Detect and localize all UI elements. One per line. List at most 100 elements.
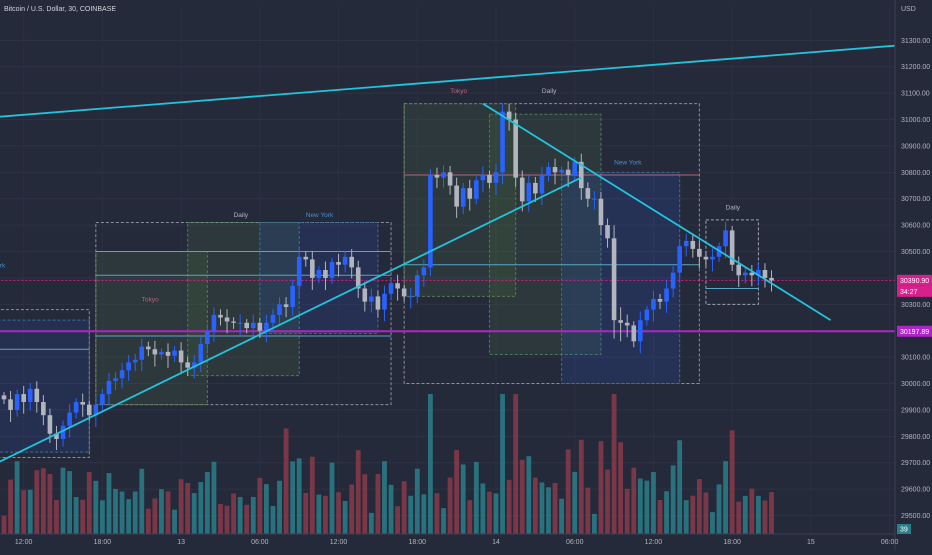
session-box bbox=[488, 113, 602, 355]
session-label: Daily bbox=[234, 212, 249, 219]
volume-bar bbox=[382, 461, 387, 534]
time-tick-label: 06:00 bbox=[251, 539, 269, 546]
candle-body bbox=[80, 402, 86, 405]
volume-bar bbox=[723, 461, 728, 534]
volume-bar bbox=[355, 450, 361, 534]
volume-bar bbox=[224, 505, 230, 534]
volume-bar bbox=[401, 481, 407, 534]
candle-body bbox=[690, 240, 696, 249]
candle-body bbox=[290, 285, 295, 307]
volume-bar bbox=[605, 469, 610, 534]
volume-bar bbox=[460, 464, 466, 534]
volume-bar bbox=[323, 495, 328, 534]
candle-body bbox=[283, 304, 289, 307]
price-tick-label: 30900.00 bbox=[901, 143, 930, 150]
long-term-trendline[interactable] bbox=[0, 44, 897, 118]
candle-body bbox=[382, 293, 387, 310]
volume-bar bbox=[100, 500, 105, 534]
candle-body bbox=[592, 198, 597, 200]
trendlines[interactable] bbox=[0, 44, 897, 463]
session-box bbox=[187, 221, 300, 377]
volume-bar bbox=[316, 494, 322, 534]
volume-bar bbox=[749, 488, 755, 534]
candle-body bbox=[611, 238, 617, 321]
candle-body bbox=[86, 404, 92, 416]
volume-bar bbox=[670, 465, 676, 534]
candle-body bbox=[480, 174, 486, 181]
volume-bar bbox=[73, 497, 79, 534]
volume-bar bbox=[211, 461, 217, 534]
volume-bar bbox=[132, 491, 138, 534]
candle-body bbox=[585, 188, 591, 199]
volume-bar bbox=[303, 493, 309, 534]
volume-bar bbox=[500, 394, 505, 534]
volume-bar bbox=[349, 484, 355, 534]
candle-body bbox=[159, 351, 164, 355]
volume-bar bbox=[231, 493, 236, 534]
candle-body bbox=[250, 322, 256, 329]
volume-bar bbox=[428, 394, 433, 534]
volume-bar bbox=[191, 493, 197, 534]
candle-body bbox=[565, 169, 571, 175]
volume-bar bbox=[80, 499, 86, 534]
time-tick-label: 18:00 bbox=[409, 539, 427, 546]
volume-bar bbox=[218, 504, 223, 534]
volume-bar bbox=[677, 440, 683, 534]
candle-body bbox=[60, 425, 66, 439]
candle-body bbox=[106, 380, 112, 395]
volume-bar bbox=[283, 428, 289, 534]
volume-bar bbox=[473, 461, 479, 534]
time-axis[interactable]: 12:00 18:00 13 06:00 12:00 18:00 14 06:00 12:00 1… bbox=[0, 533, 898, 546]
candle-body bbox=[493, 172, 499, 183]
candle-body bbox=[559, 169, 564, 173]
price-tick-label: 31300.00 bbox=[901, 38, 930, 45]
volume-tag: 39 bbox=[900, 527, 908, 534]
candle-body bbox=[506, 111, 512, 120]
volume-bar bbox=[493, 493, 499, 534]
grid bbox=[0, 6, 895, 534]
volume-bar bbox=[408, 495, 414, 534]
candle-body bbox=[710, 256, 715, 260]
price-tick-label: 30600.00 bbox=[901, 223, 930, 230]
candle-body bbox=[231, 321, 236, 323]
volume-bar bbox=[34, 470, 40, 534]
volume-bar bbox=[106, 473, 112, 534]
volume-bar bbox=[539, 482, 545, 534]
volume-bar bbox=[368, 512, 374, 534]
candle-body bbox=[664, 288, 669, 302]
volume-bar bbox=[565, 449, 571, 534]
volume-bar bbox=[756, 495, 761, 534]
candle-body bbox=[677, 246, 682, 273]
falling-trendline[interactable] bbox=[482, 102, 832, 321]
candle-body bbox=[638, 320, 643, 342]
candle-body bbox=[54, 433, 59, 439]
candle-body bbox=[408, 296, 414, 298]
session-box bbox=[0, 319, 90, 453]
candle-body bbox=[132, 359, 138, 363]
candle-body bbox=[93, 404, 99, 416]
volume-bar bbox=[742, 495, 748, 534]
volume-bar bbox=[651, 472, 656, 534]
candle-body bbox=[100, 394, 105, 405]
volume-bar bbox=[585, 487, 591, 534]
candle-body bbox=[1, 395, 7, 400]
rising-trendline[interactable] bbox=[0, 176, 582, 463]
price-tick-label: 29700.00 bbox=[901, 460, 930, 467]
candle-body bbox=[211, 314, 217, 331]
candle-body bbox=[487, 174, 492, 183]
volume-bar bbox=[552, 483, 558, 534]
candle-body bbox=[191, 362, 197, 368]
price-tick-label: 31200.00 bbox=[901, 64, 930, 71]
time-tick-label: 18:00 bbox=[723, 539, 741, 546]
time-tick-label: 18:00 bbox=[94, 539, 112, 546]
candle-body bbox=[441, 172, 446, 178]
candle-body bbox=[388, 283, 394, 294]
volume-bar bbox=[40, 468, 46, 534]
level-price-tag: 30197.89 bbox=[900, 329, 929, 336]
session-label: Daily bbox=[726, 204, 741, 211]
time-tick-label: 13 bbox=[177, 539, 185, 546]
volume-bar bbox=[454, 450, 460, 534]
candle-body bbox=[552, 167, 558, 173]
